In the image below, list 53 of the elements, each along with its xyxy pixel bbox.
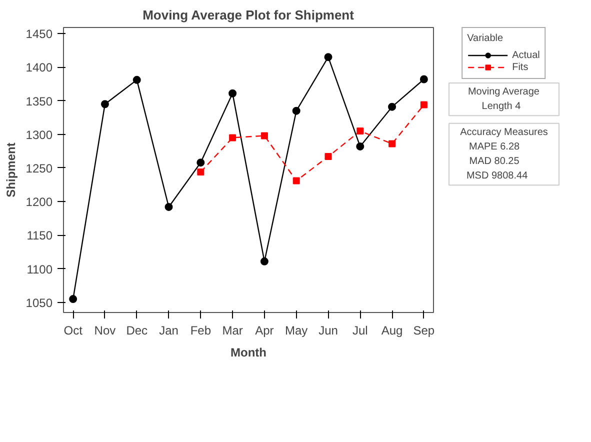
x-tick-label: Apr xyxy=(255,324,274,338)
text: Accuracy Measures xyxy=(460,126,548,138)
legend-label: Actual xyxy=(512,49,540,61)
text: MAD 80.25 xyxy=(469,156,520,168)
point xyxy=(229,134,236,142)
point xyxy=(388,102,396,111)
x-tick-label: Oct xyxy=(64,324,84,338)
x-tick-label: Jan xyxy=(159,324,178,338)
point xyxy=(420,75,428,84)
y-tick-label: 1250 xyxy=(26,161,53,176)
x-tick-label: Sep xyxy=(413,324,435,338)
x-axis-title: Month xyxy=(230,346,266,360)
legend-label: Fits xyxy=(512,61,530,73)
x-tick-label: Feb xyxy=(190,324,212,338)
point xyxy=(260,132,268,140)
y-tick-label: 1350 xyxy=(26,94,53,108)
point xyxy=(228,89,237,98)
point xyxy=(356,128,364,135)
y-tick-label: 1150 xyxy=(26,228,53,243)
point xyxy=(292,177,300,184)
point xyxy=(69,295,78,304)
point xyxy=(132,76,141,84)
x-tick-label: May xyxy=(285,324,308,338)
y-axis-title: Shipment xyxy=(4,142,18,198)
x-tick-label: Nov xyxy=(94,324,116,338)
text: Moving Average xyxy=(468,86,540,98)
point xyxy=(260,257,268,266)
point xyxy=(420,101,428,108)
x-tick-label: Jun xyxy=(318,324,338,338)
text: Length 4 xyxy=(482,101,522,112)
y-tick-label: 1450 xyxy=(26,27,53,42)
point xyxy=(324,153,332,160)
x-tick-label: Dec xyxy=(126,324,148,338)
y-tick-label: 1300 xyxy=(26,128,53,142)
point xyxy=(164,202,173,211)
point xyxy=(324,53,332,62)
y-tick-label: 1400 xyxy=(26,60,53,75)
point xyxy=(196,158,205,167)
x-tick-label: Jul xyxy=(352,324,368,338)
y-tick-label: 1200 xyxy=(26,195,53,210)
legend-title: Variable xyxy=(467,33,504,44)
x-tick-label: Aug xyxy=(381,324,403,338)
y-tick-label: 1050 xyxy=(26,296,53,310)
point xyxy=(292,106,300,115)
point xyxy=(197,168,204,176)
point xyxy=(100,100,109,108)
text: MAPE 6.28 xyxy=(468,142,520,153)
chart-title: Moving Average Plot for Shipment xyxy=(142,8,355,22)
y-tick-label: 1100 xyxy=(26,262,53,276)
point xyxy=(388,140,396,148)
x-tick-label: Mar xyxy=(222,324,243,338)
point xyxy=(356,142,364,150)
text: MSD 9808.44 xyxy=(466,170,528,182)
